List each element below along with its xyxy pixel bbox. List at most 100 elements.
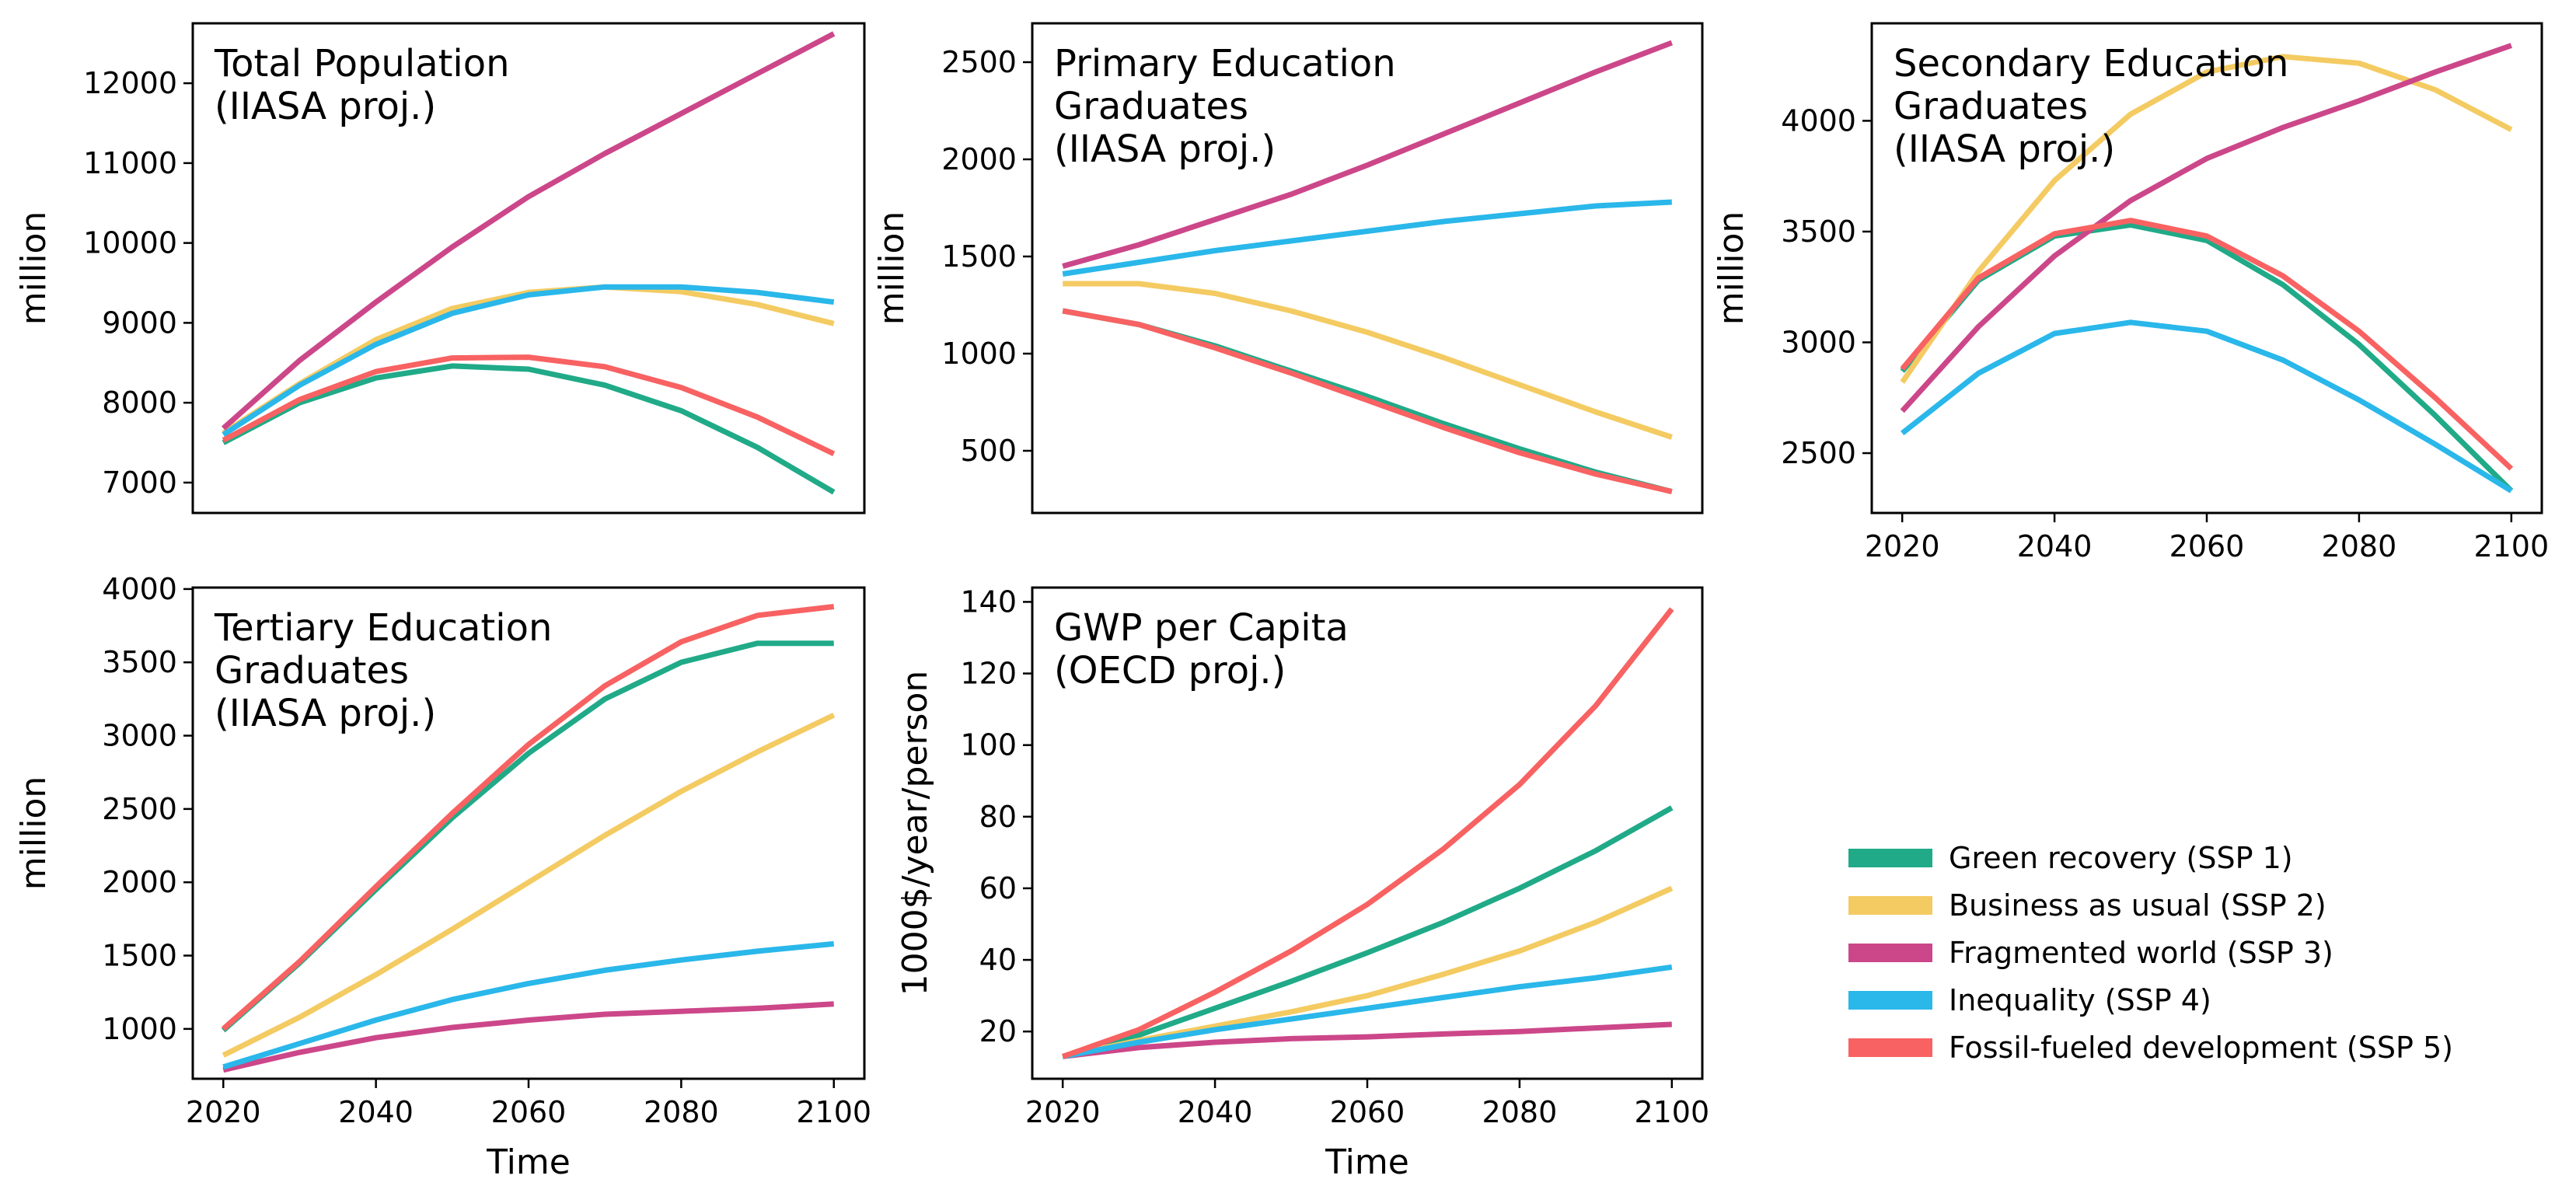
- y-tick-label: 8000: [102, 385, 177, 420]
- series-line-4: [222, 284, 835, 438]
- series-line-3: [1062, 40, 1674, 269]
- legend-swatch: [1848, 896, 1932, 915]
- legend-swatch: [1848, 849, 1932, 867]
- series-line-1: [222, 363, 836, 495]
- plot-frame: [191, 22, 866, 515]
- chart-title-line: Graduates: [1894, 85, 2088, 128]
- chart-title-line: Primary Education: [1054, 42, 1396, 85]
- x-tick-label: 2060: [2169, 529, 2245, 563]
- y-axis-label: million: [872, 211, 912, 326]
- series-line-5: [1900, 218, 2514, 471]
- x-tick-label: 2060: [1330, 1095, 1405, 1129]
- legend-label: Business as usual (SSP 2): [1949, 888, 2326, 923]
- series-line-5: [222, 354, 836, 457]
- y-tick-label: 2500: [941, 45, 1017, 79]
- legend-swatch: [1848, 1038, 1932, 1057]
- legend-label: Fragmented world (SSP 3): [1949, 936, 2333, 970]
- series-line-3: [1900, 43, 2512, 413]
- x-tick-label: 2080: [644, 1095, 719, 1129]
- chart-title-line: Graduates: [1054, 85, 1248, 128]
- chart-title-line: (IIASA proj.): [1054, 127, 1276, 171]
- chart-title-line: Secondary Education: [1894, 42, 2288, 85]
- x-tick-label: 2100: [796, 1095, 871, 1129]
- x-tick-label: 2040: [1178, 1095, 1253, 1129]
- x-tick-label: 2080: [2322, 529, 2397, 563]
- y-tick-label: 4000: [1781, 103, 1856, 138]
- chart-panel-3: 2500 3000 3500 4000 2020 2040 2060 2080 2100 Seco…: [1712, 22, 2549, 563]
- chart-title: Total Population (IIASA proj.): [214, 42, 510, 128]
- y-tick-label: 1500: [941, 239, 1017, 274]
- y-axis-label: million: [14, 211, 54, 326]
- y-tick-label: 1500: [102, 939, 177, 973]
- chart-title: Secondary Education Graduates (IIASA proj.…: [1894, 42, 2288, 171]
- y-tick-label: 80: [979, 800, 1017, 834]
- legend-item: Fossil-fueled development (SSP 5): [1848, 1031, 2453, 1065]
- y-axis-label: million: [1712, 211, 1751, 326]
- y-axis-label: 1000$/year/person: [895, 671, 935, 996]
- y-tick-label: 500: [960, 434, 1017, 468]
- series-line-2: [1063, 281, 1673, 440]
- chart-title: GWP per Capita (OECD proj.): [1054, 606, 1349, 692]
- legend-label: Fossil-fueled development (SSP 5): [1949, 1031, 2453, 1065]
- chart-title-line: Tertiary Education: [214, 606, 552, 650]
- series-line-3: [1062, 1021, 1672, 1059]
- chart-title-line: (IIASA proj.): [215, 85, 436, 128]
- x-tick-label: 2060: [491, 1095, 567, 1129]
- y-tick-label: 60: [979, 871, 1017, 905]
- series-line-5: [1062, 308, 1673, 494]
- legend: Green recovery (SSP 1) Business as usual …: [1848, 841, 2453, 1065]
- y-tick-label: 120: [960, 657, 1017, 691]
- x-tick-label: 2040: [338, 1095, 414, 1129]
- y-tick-label: 11000: [83, 146, 177, 180]
- legend-swatch: [1848, 991, 1932, 1010]
- series-line-5: [1062, 607, 1674, 1059]
- y-tick-label: 2500: [1781, 436, 1856, 470]
- x-tick-label: 2020: [1025, 1095, 1101, 1129]
- series-line-1: [1062, 805, 1674, 1059]
- y-tick-label: 1000: [102, 1012, 177, 1046]
- legend-swatch: [1848, 944, 1932, 962]
- chart-panel-4: 1000 1500 2000 2500 3000 3500 4000 2020 2040 2060…: [14, 572, 871, 1182]
- y-tick-label: 3000: [1781, 325, 1856, 359]
- y-tick-label: 2500: [102, 792, 177, 826]
- y-tick-label: 10000: [83, 226, 177, 260]
- y-tick-label: 20: [979, 1014, 1017, 1048]
- plot-frame: [1031, 22, 1704, 515]
- y-tick-label: 7000: [102, 466, 177, 500]
- legend-label: Inequality (SSP 4): [1949, 983, 2211, 1017]
- series-line-3: [221, 31, 836, 431]
- y-tick-label: 12000: [83, 66, 177, 100]
- x-tick-label: 2040: [2017, 529, 2093, 563]
- y-tick-label: 4000: [102, 572, 177, 606]
- y-tick-label: 9000: [102, 305, 177, 340]
- y-tick-label: 1000: [941, 337, 1017, 371]
- chart-title: Primary Education Graduates (IIASA proj.): [1054, 42, 1396, 171]
- y-tick-label: 2000: [941, 142, 1017, 176]
- y-tick-label: 100: [960, 728, 1017, 762]
- series-line-5: [221, 604, 835, 1031]
- x-tick-label: 2100: [1634, 1095, 1709, 1129]
- x-tick-label: 2020: [1865, 529, 1940, 563]
- chart-panel-1: 7000 8000 9000 10000 11000 12000 Total Populat…: [14, 22, 866, 515]
- y-tick-label: 40: [979, 943, 1017, 977]
- chart-title-line: Total Population: [214, 42, 510, 85]
- legend-item: Fragmented world (SSP 3): [1848, 936, 2333, 970]
- series-line-3: [222, 1001, 834, 1073]
- series-line-4: [222, 940, 835, 1070]
- x-axis-label: Time: [1325, 1142, 1409, 1182]
- series-line-4: [1062, 199, 1672, 277]
- series-line-2: [222, 712, 836, 1058]
- x-tick-label: 2100: [2473, 529, 2549, 563]
- series-line-4: [1062, 964, 1673, 1059]
- chart-title-line: Graduates: [215, 649, 409, 692]
- legend-item: Business as usual (SSP 2): [1848, 888, 2326, 923]
- legend-label: Green recovery (SSP 1): [1949, 841, 2293, 875]
- y-tick-label: 2000: [102, 865, 177, 899]
- chart-title: Tertiary Education Graduates (IIASA proj.): [214, 606, 552, 735]
- y-tick-label: 3500: [102, 645, 177, 679]
- legend-item: Green recovery (SSP 1): [1848, 841, 2293, 875]
- y-tick-label: 140: [960, 584, 1017, 619]
- chart-title-line: (IIASA proj.): [1894, 127, 2115, 171]
